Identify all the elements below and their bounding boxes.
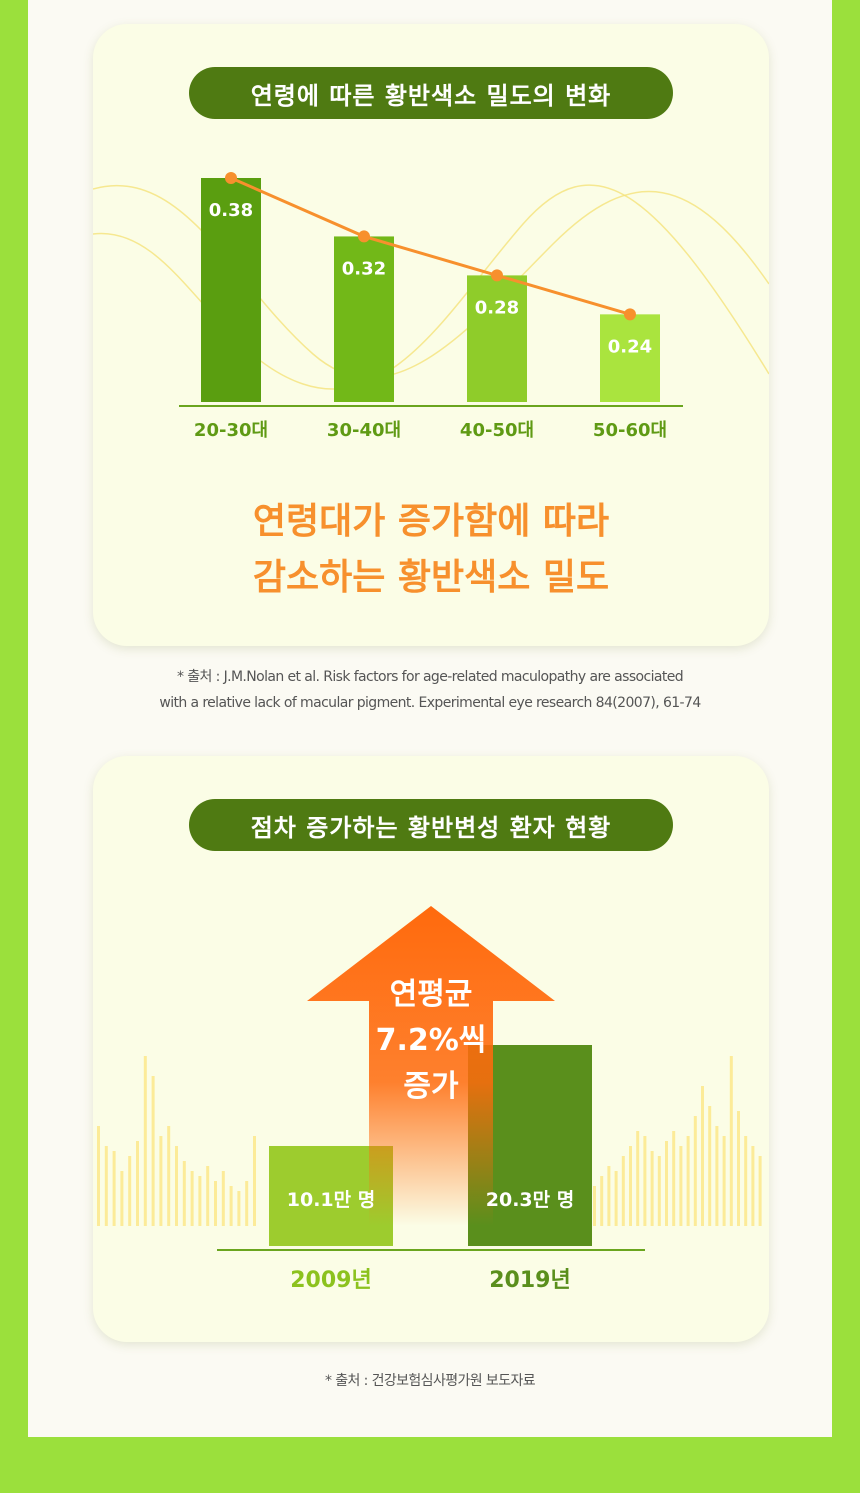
patients-source: * 출처 : 건강보험심사평가원 보도자료 xyxy=(324,1373,536,1389)
density-bar-3 xyxy=(467,275,527,402)
density-category-label-4: 50-60대 xyxy=(593,420,667,441)
density-category-label-2: 30-40대 xyxy=(327,420,401,441)
arrow-text-1: 연평균 xyxy=(390,977,473,1012)
headline-line-1: 연령대가 증가함에 따라 xyxy=(252,501,610,542)
patients-chart-title: 점차 증가하는 황반변성 환자 현황 xyxy=(189,799,673,851)
arrow-text-3: 증가 xyxy=(403,1069,459,1104)
decorative-wave-1 xyxy=(93,184,769,379)
density-point-2 xyxy=(358,230,370,243)
density-headline: 연령대가 증가함에 따라 감소하는 황반색소 밀도 xyxy=(93,494,769,606)
patients-category-label-2: 2019년 xyxy=(489,1268,570,1293)
patients-value-label-1: 10.1만 명 xyxy=(287,1189,375,1211)
decorative-sound-bars xyxy=(97,1056,762,1226)
density-bar-2 xyxy=(334,236,394,402)
growth-arrow-icon xyxy=(307,906,555,1226)
density-bar-1 xyxy=(201,178,261,402)
density-point-1 xyxy=(225,172,237,184)
density-chart-title: 연령에 따른 황반색소 밀도의 변화 xyxy=(189,67,673,119)
density-value-label-3: 0.28 xyxy=(475,297,519,318)
density-value-label-1: 0.38 xyxy=(209,200,253,221)
decorative-wave-2 xyxy=(93,184,769,390)
density-point-4 xyxy=(624,308,636,321)
density-value-label-4: 0.24 xyxy=(608,336,652,357)
density-bar-chart: 0.38 0.32 0.28 0.24 20-30대 30-40대 40-50대 50-60… xyxy=(93,172,769,441)
headline-line-2: 감소하는 황반색소 밀도 xyxy=(252,557,610,598)
density-value-label-2: 0.32 xyxy=(342,258,386,279)
density-source: * 출처 : J.M.Nolan et al. Risk factors for… xyxy=(0,664,860,716)
patients-chart-card: 점차 증가하는 황반변성 환자 현황 연평균 7.2%씩 증가 10.1만 명 2… xyxy=(93,756,769,1342)
density-category-label-3: 40-50대 xyxy=(460,420,534,441)
density-bar-4 xyxy=(600,314,660,402)
source-line-1: * 출처 : J.M.Nolan et al. Risk factors for… xyxy=(176,669,684,685)
density-category-label-1: 20-30대 xyxy=(194,420,268,441)
patients-category-label-1: 2009년 xyxy=(290,1268,371,1293)
patients-value-label-2: 20.3만 명 xyxy=(486,1189,574,1211)
patients-bar-chart: 연평균 7.2%씩 증가 10.1만 명 20.3만 명 2009년 2019년 xyxy=(97,906,762,1293)
arrow-text-2: 7.2%씩 xyxy=(376,1023,487,1058)
source-line-2: with a relative lack of macular pigment.… xyxy=(159,695,701,711)
density-point-3 xyxy=(491,269,503,282)
density-trend-line xyxy=(230,176,631,316)
density-chart-card: 연령에 따른 황반색소 밀도의 변화 0.38 0.32 0.28 0.24 20-3… xyxy=(93,24,769,646)
